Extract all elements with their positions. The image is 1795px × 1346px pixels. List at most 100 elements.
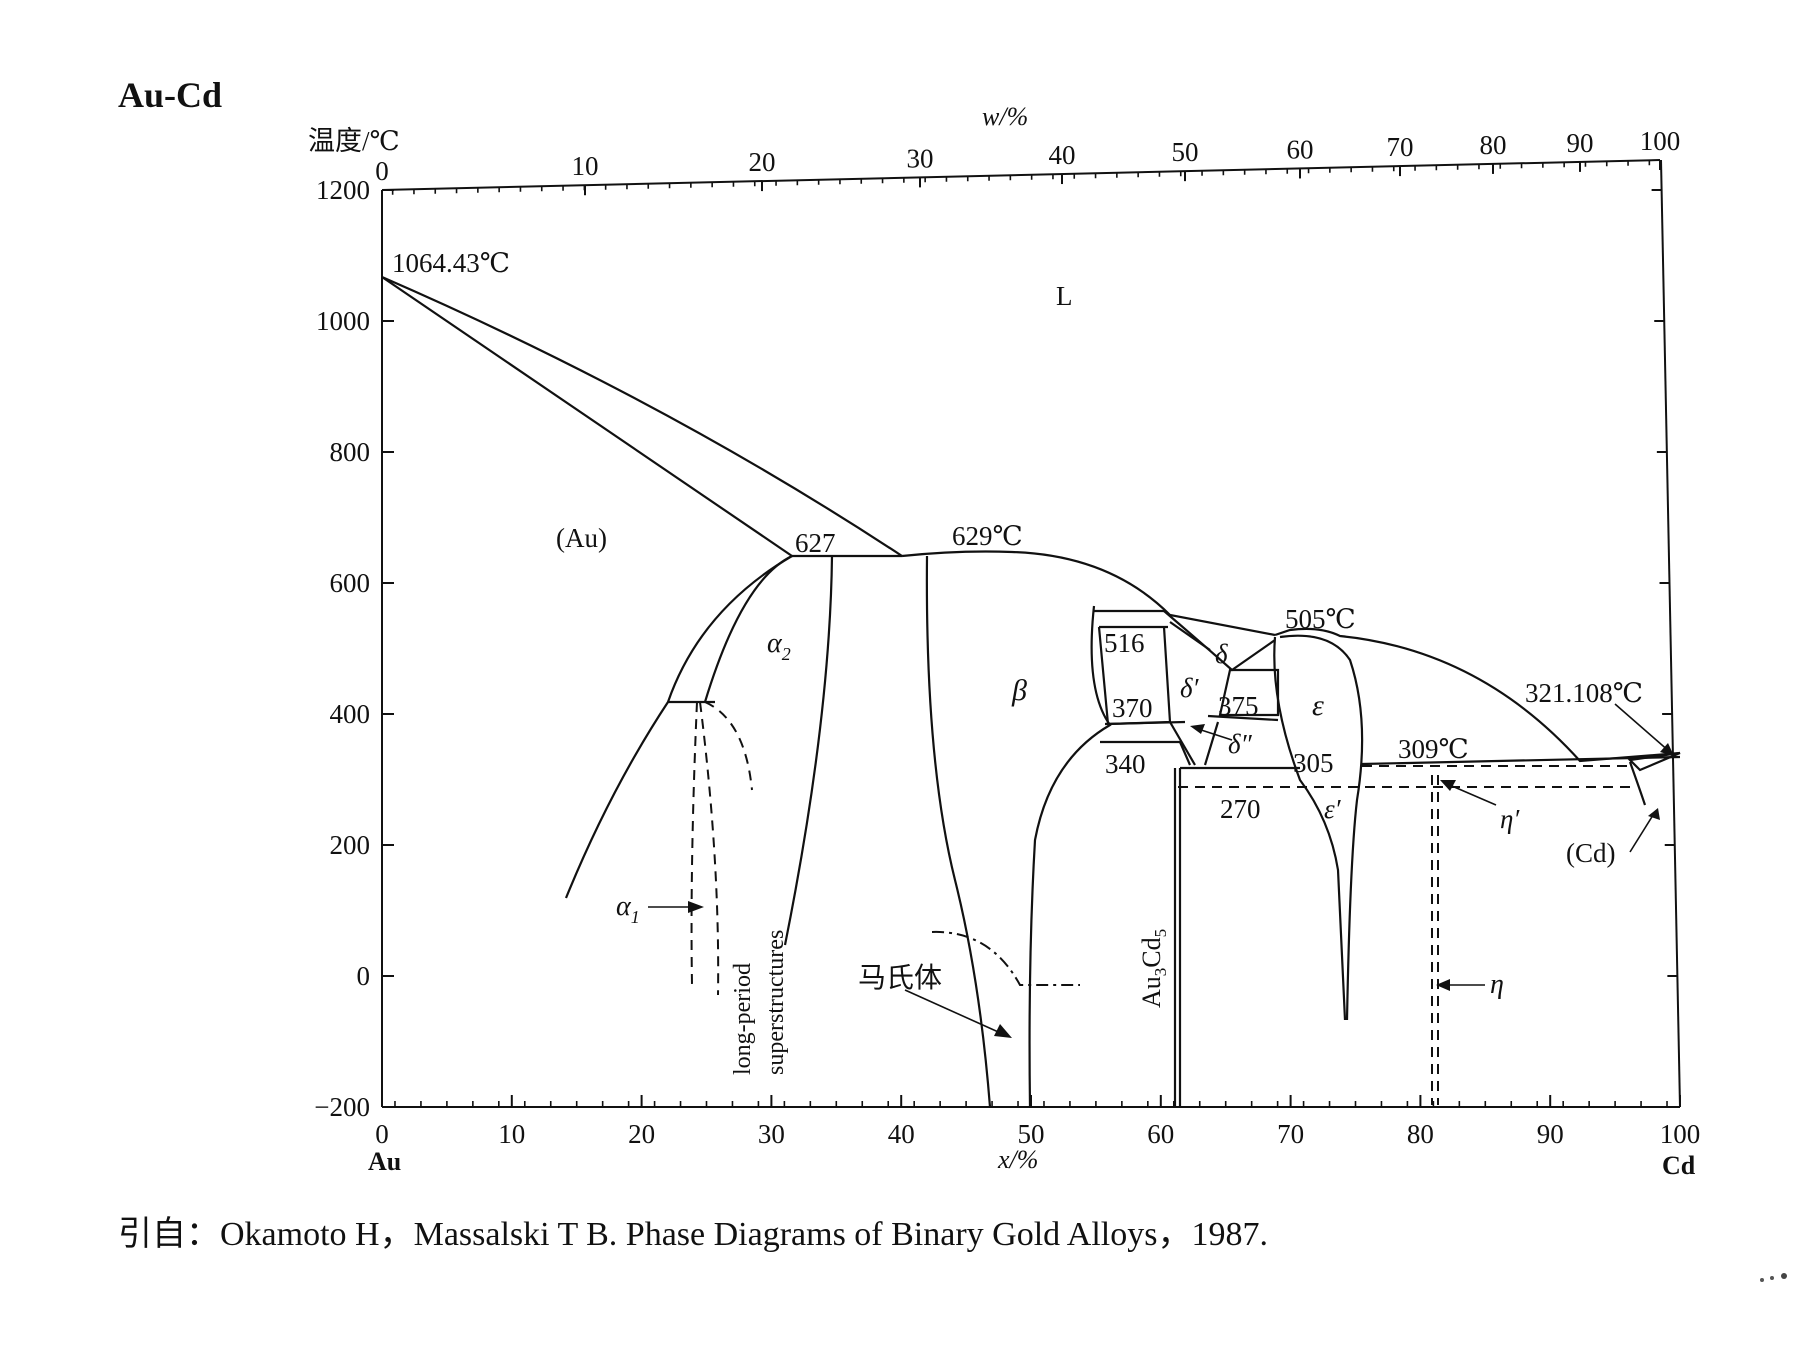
speck	[1781, 1273, 1787, 1279]
liquidus-beta	[901, 550, 1276, 637]
bottom-tick-label: 0	[375, 1119, 389, 1149]
delta-prime-left	[1169, 721, 1196, 766]
tie-370	[1104, 720, 1186, 726]
top-tick-label: 80	[1480, 130, 1507, 160]
eta-prime-label: η′	[1500, 804, 1520, 834]
alpha2-label: α2	[767, 628, 791, 664]
long-period-label-2: superstructures	[763, 930, 789, 1075]
alpha1-right	[699, 701, 720, 996]
right-element-label: Cd	[1662, 1151, 1696, 1180]
y-tick-label: 1200	[316, 175, 370, 205]
bottom-tick-label: 50	[1018, 1119, 1045, 1149]
top-tick-label: 0	[375, 156, 389, 186]
epsilon-left	[1273, 636, 1347, 1021]
eta-arrowhead	[1436, 979, 1450, 991]
label-309: 309℃	[1398, 734, 1469, 764]
bottom-tick-label: 80	[1407, 1119, 1434, 1149]
bottom-tick-label: 40	[888, 1119, 915, 1149]
bottom-tick-label: 60	[1147, 1119, 1174, 1149]
top-tick-label: 30	[907, 143, 934, 173]
solvus-au	[564, 555, 793, 899]
epsilon-label: ε	[1312, 689, 1324, 722]
alpha1-left	[690, 701, 698, 986]
eutectic-309	[1361, 755, 1681, 766]
label-627: 627	[795, 528, 836, 558]
label-340: 340	[1105, 749, 1146, 779]
top-tick-label: 50	[1172, 137, 1199, 167]
bottom-tick-label: 10	[498, 1119, 525, 1149]
axes	[381, 159, 1681, 1108]
long-period-label-1: long-period	[730, 963, 756, 1075]
y-axis-label: 温度/℃	[308, 126, 400, 156]
speck	[1760, 1278, 1764, 1282]
eta-prime-arrow	[1444, 782, 1497, 806]
arrows	[648, 703, 1674, 1038]
top-tick-label: 100	[1640, 126, 1681, 156]
diagram-title: Au-Cd	[118, 75, 222, 115]
top-tick-label: 70	[1387, 132, 1414, 162]
tie-340	[1100, 740, 1192, 766]
label-305: 305	[1293, 748, 1334, 778]
bottom-tick-label: 100	[1660, 1119, 1701, 1149]
delta-prime-top	[1169, 621, 1211, 651]
top-axis-label: w/%	[982, 102, 1028, 131]
delta-dprime-right	[1203, 721, 1220, 766]
delta-prime-label: δ′	[1180, 673, 1200, 703]
alpha2-right	[783, 555, 834, 946]
bottom-tick-label: 20	[628, 1119, 655, 1149]
speck	[1770, 1276, 1774, 1280]
delta-dprime-arrowhead	[1190, 724, 1205, 734]
au-phase-label: (Au)	[556, 523, 607, 553]
right-axis	[1660, 159, 1681, 1108]
bottom-tick-label: 70	[1277, 1119, 1304, 1149]
top-axis	[381, 159, 1661, 191]
y-tick-label: 200	[330, 830, 371, 860]
bottom-tick-label: 90	[1537, 1119, 1564, 1149]
right-ticks	[1651, 189, 1680, 1108]
left-element-label: Au	[368, 1147, 401, 1176]
label-370: 370	[1112, 693, 1153, 723]
liquid-label: L	[1056, 281, 1073, 311]
long-period-boundary	[704, 701, 753, 791]
label-516: 516	[1104, 628, 1145, 658]
y-tick-label: −200	[314, 1092, 370, 1122]
eta-label: η	[1490, 969, 1504, 1000]
label-629: 629℃	[952, 521, 1023, 551]
alpha2-left	[703, 555, 793, 703]
top-tick-label: 40	[1049, 140, 1076, 170]
tie-375	[1207, 714, 1279, 722]
cd-melting-arrow	[1614, 703, 1671, 753]
au3cd5-label: Au3Cd5	[1137, 929, 1170, 1008]
y-tick-label: 1000	[316, 306, 370, 336]
liquidus-au	[381, 275, 903, 557]
solidus-au	[381, 276, 793, 557]
bottom-ticks: 0 10 20 30 40 50 60 70 80 90 100	[375, 1095, 1700, 1149]
cd-solvus	[1627, 751, 1681, 772]
delta-dprime-label: δ″	[1228, 729, 1253, 759]
alpha1-label: α1	[616, 891, 640, 927]
y-tick-label: 400	[330, 699, 371, 729]
y-tick-label: 600	[330, 568, 371, 598]
martensite-label: 马氏体	[858, 962, 942, 994]
beta-label: β	[1011, 674, 1027, 707]
cd-boundary	[1628, 761, 1647, 806]
y-tick-label: 800	[330, 437, 371, 467]
eta-prime-arrowhead	[1440, 780, 1456, 791]
label-270: 270	[1220, 794, 1261, 824]
dashed-boundaries	[690, 701, 1632, 1105]
region-labels: 1064.43℃ L (Au) 627 629℃ α2 α1 long-peri…	[392, 248, 1643, 1075]
alpha1-arrowhead	[688, 901, 704, 913]
martensite-boundary	[931, 930, 1080, 986]
martensite-arrowhead	[994, 1024, 1012, 1038]
y-tick-label: 0	[357, 961, 371, 991]
epsilon-right	[1279, 634, 1364, 1021]
phase-boundaries	[381, 275, 1681, 1108]
top-tick-label: 90	[1567, 128, 1594, 158]
label-505: 505℃	[1285, 604, 1356, 634]
label-375: 375	[1218, 691, 1259, 721]
cd-phase-label: (Cd)	[1566, 838, 1616, 868]
delta-label: δ	[1215, 639, 1228, 669]
scan-artifacts	[1760, 1273, 1787, 1282]
top-tick-label: 60	[1287, 134, 1314, 164]
